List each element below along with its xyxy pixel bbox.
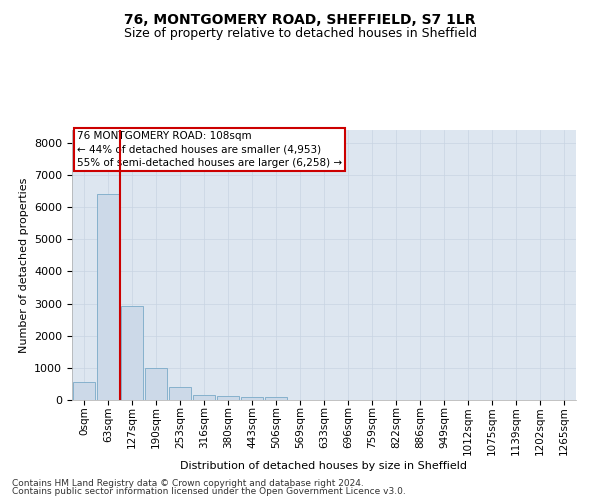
Text: Contains public sector information licensed under the Open Government Licence v3: Contains public sector information licen… — [12, 487, 406, 496]
Text: Contains HM Land Registry data © Crown copyright and database right 2024.: Contains HM Land Registry data © Crown c… — [12, 478, 364, 488]
Bar — [241, 397, 263, 400]
Bar — [97, 194, 119, 400]
Y-axis label: Number of detached properties: Number of detached properties — [19, 178, 29, 352]
Text: 76 MONTGOMERY ROAD: 108sqm
← 44% of detached houses are smaller (4,953)
55% of s: 76 MONTGOMERY ROAD: 108sqm ← 44% of deta… — [77, 132, 342, 168]
Bar — [169, 387, 191, 400]
X-axis label: Distribution of detached houses by size in Sheffield: Distribution of detached houses by size … — [181, 460, 467, 470]
Bar — [217, 396, 239, 400]
Bar — [193, 394, 215, 400]
Text: Size of property relative to detached houses in Sheffield: Size of property relative to detached ho… — [124, 28, 476, 40]
Bar — [145, 368, 167, 400]
Bar — [73, 382, 95, 400]
Bar — [265, 398, 287, 400]
Text: 76, MONTGOMERY ROAD, SHEFFIELD, S7 1LR: 76, MONTGOMERY ROAD, SHEFFIELD, S7 1LR — [124, 12, 476, 26]
Bar — [121, 306, 143, 400]
